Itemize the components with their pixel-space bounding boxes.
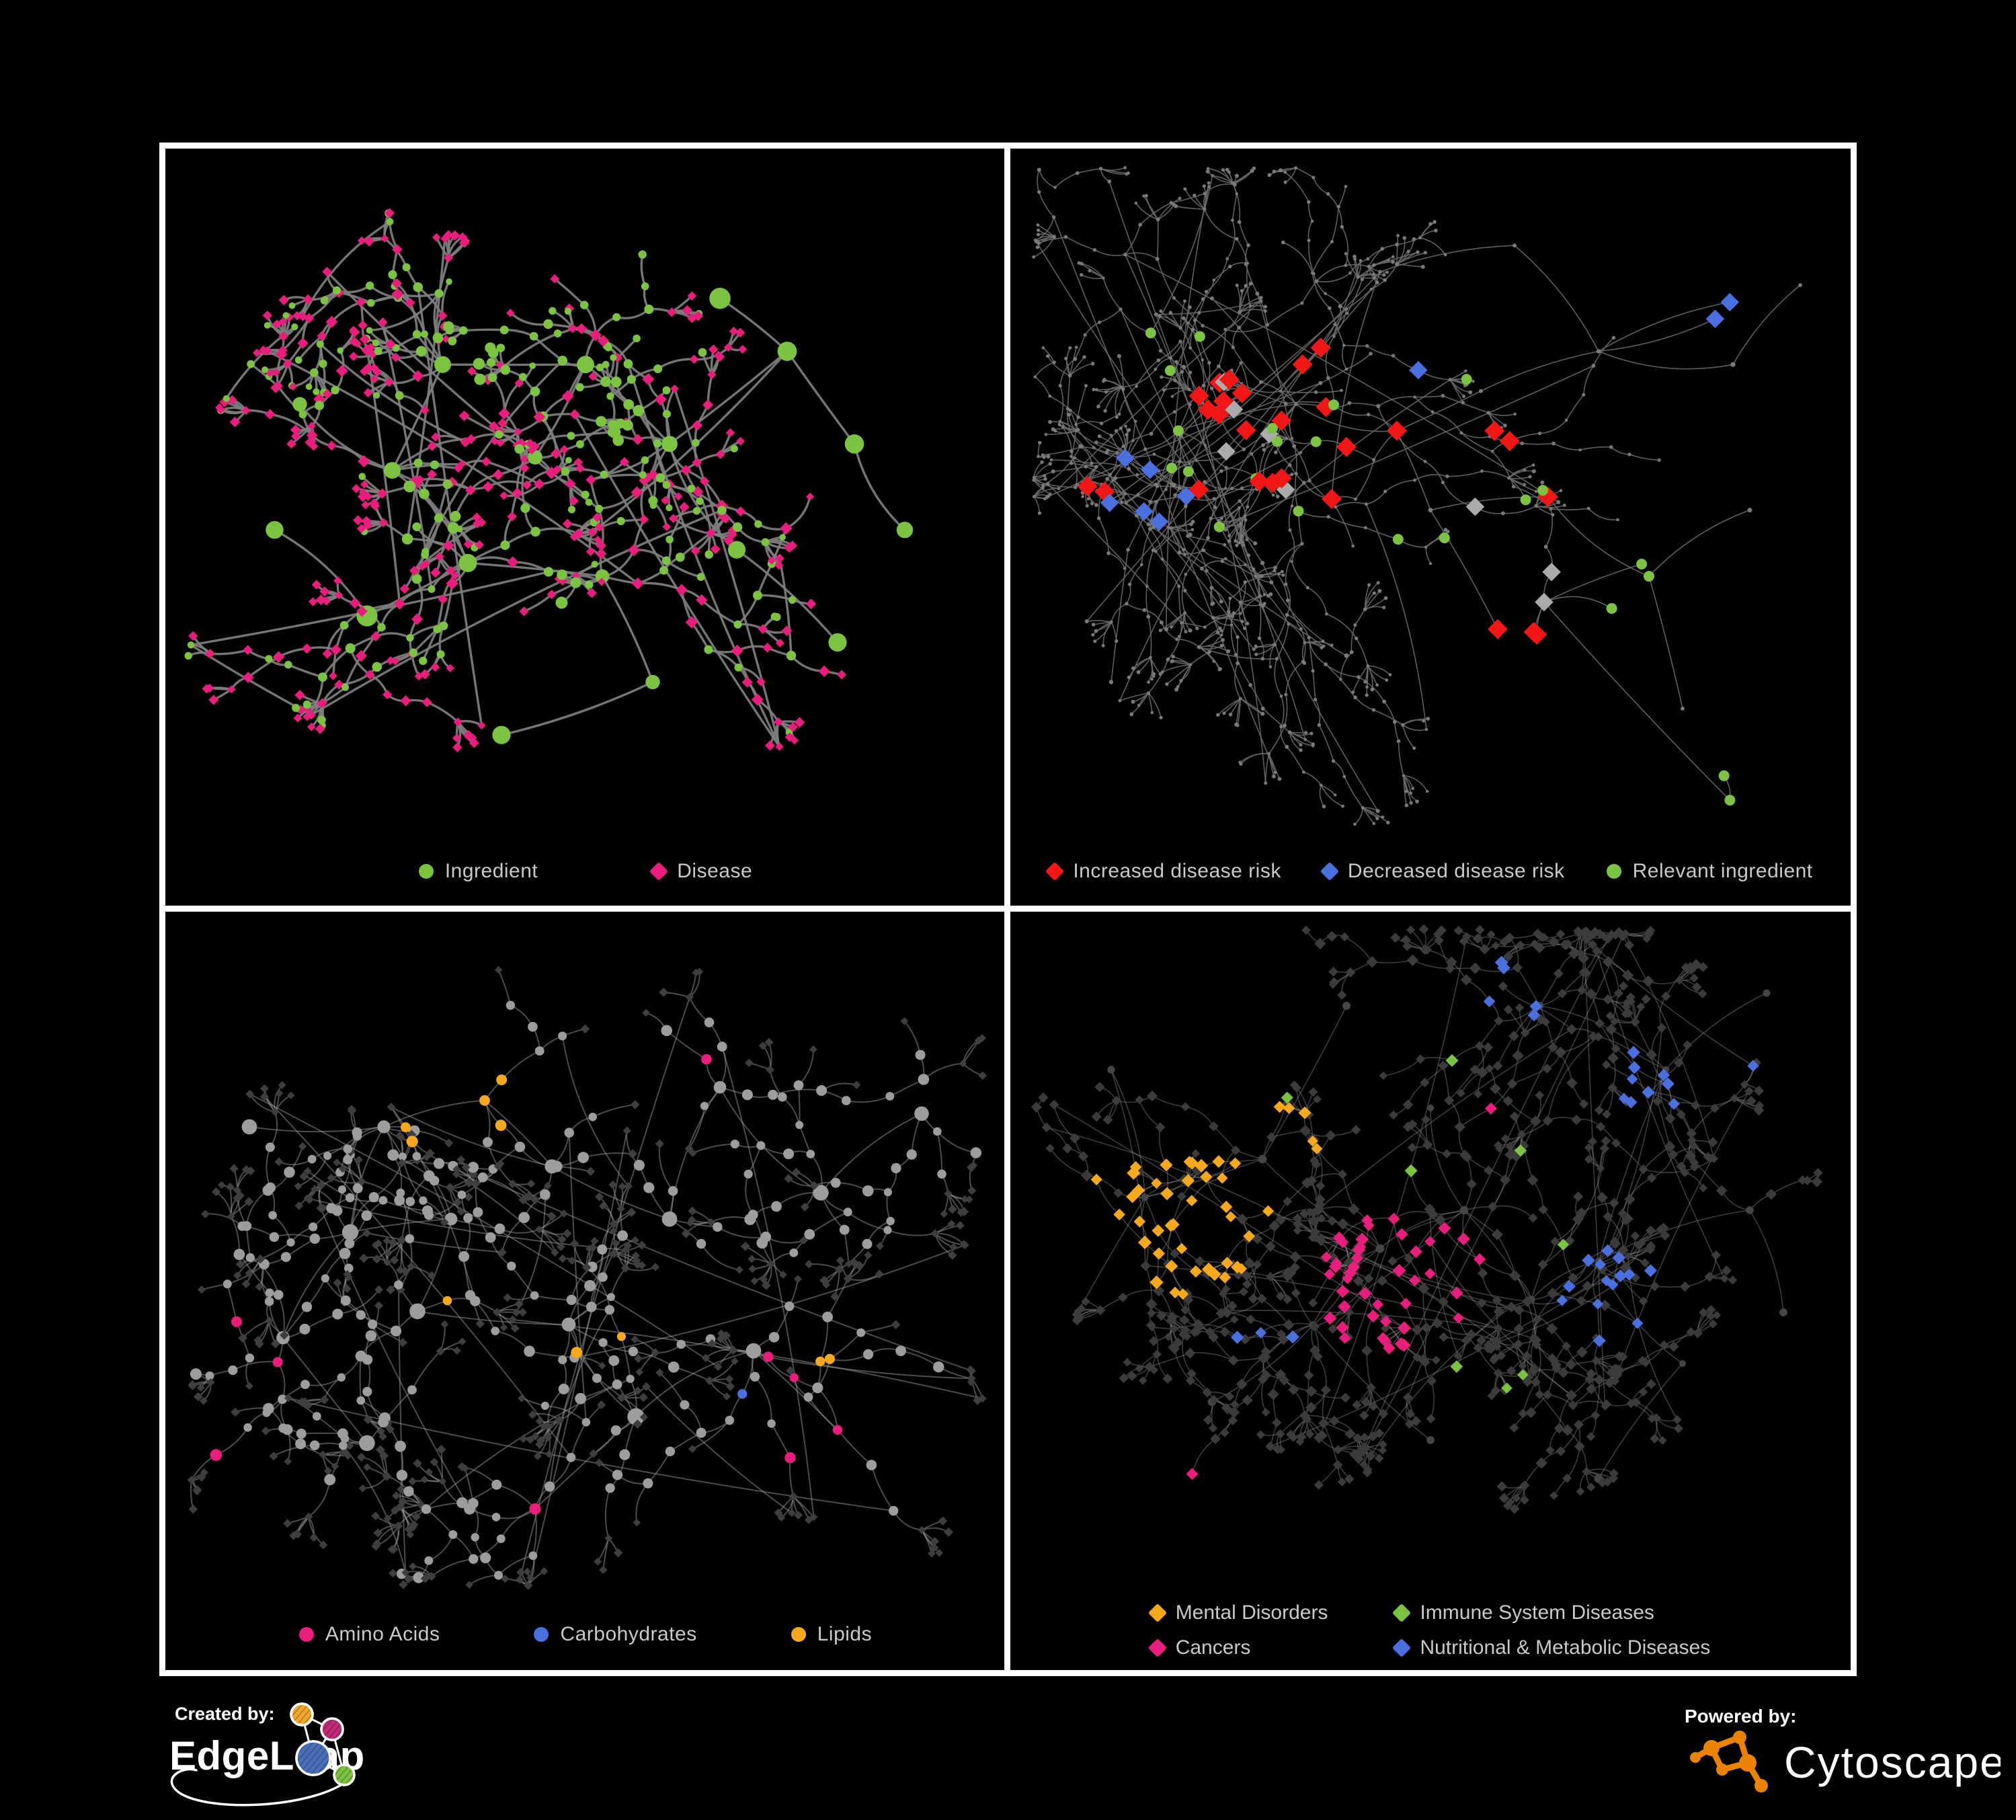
cytoscape-logo: Powered by: Cytoscape <box>1678 1694 2005 1812</box>
edgeleap-swoosh <box>170 1768 350 1807</box>
legend-disease-risk: Increased disease risk Decreased disease… <box>1010 860 1851 883</box>
legend-item-amino-acids: Amino Acids <box>298 1623 440 1646</box>
relevant-ingredient-marker-icon <box>1606 864 1621 879</box>
legend-item-carbohydrates: Carbohydrates <box>534 1623 696 1646</box>
legend-label: Increased disease risk <box>1073 860 1281 882</box>
panel-ingredient-disease: Ingredient Disease <box>159 143 1012 913</box>
legend-label: Ingredient <box>444 860 538 882</box>
decreased-risk-marker-icon <box>1320 861 1339 881</box>
legend-label: Amino Acids <box>325 1623 440 1645</box>
cytoscape-brand-text: Cytoscape <box>1784 1737 2001 1787</box>
legend-item-disease: Disease <box>649 860 753 883</box>
legend-item-lipids: Lipids <box>791 1623 872 1646</box>
legend-label: Mental Disorders <box>1175 1601 1328 1624</box>
legend-nutrient-categories: Amino Acids Carbohydrates Lipids <box>165 1623 1006 1646</box>
disease-risk-network-canvas <box>1032 166 1802 826</box>
immune-system-diseases-marker-icon <box>1392 1603 1412 1623</box>
increased-risk-marker-icon <box>1045 861 1065 881</box>
legend-label: Immune System Diseases <box>1420 1601 1654 1624</box>
legend-label: Carbohydrates <box>560 1623 697 1645</box>
mental-disorders-marker-icon <box>1147 1603 1167 1623</box>
ingredient-disease-network-canvas <box>184 208 914 752</box>
powered-by-label: Powered by: <box>1685 1706 1796 1727</box>
edgeleap-logo-graphic: Created by: EdgeLeap <box>169 1702 364 1807</box>
legend-item-mental-disorders: Mental Disorders <box>1147 1601 1328 1624</box>
created-by-label: Created by: <box>175 1704 275 1724</box>
legend-label: Lipids <box>817 1623 873 1645</box>
cytoscape-glyph-nodes <box>1690 1731 1768 1792</box>
legend-label: Cancers <box>1175 1636 1251 1659</box>
edgeleap-logo: Created by: EdgeLeap <box>159 1692 387 1819</box>
legend-label: Nutritional & Metabolic Diseases <box>1420 1636 1711 1659</box>
legend-ingredient-disease: Ingredient Disease <box>165 860 1006 883</box>
ingredient-marker-icon <box>418 864 434 879</box>
legend-item-decreased-risk: Decreased disease risk <box>1320 860 1565 883</box>
legend-item-increased-risk: Increased disease risk <box>1045 860 1281 883</box>
panel-disease-categories: Mental Disorders Immune System Diseases … <box>1004 906 1857 1676</box>
cytoscape-logo-graphic: Powered by: Cytoscape <box>1685 1706 2005 1792</box>
disease-marker-icon <box>649 861 669 881</box>
legend-label: Decreased disease risk <box>1347 860 1565 882</box>
legend-item-relevant-ingredient: Relevant ingredient <box>1606 860 1813 883</box>
nutrient-categories-network-canvas <box>187 965 987 1590</box>
panel-disease-risk: Increased disease risk Decreased disease… <box>1004 143 1857 913</box>
cancers-marker-icon <box>1147 1638 1167 1658</box>
legend-disease-categories: Mental Disorders Immune System Diseases … <box>1010 1601 1851 1659</box>
legend-item-nutritional-metabolic-diseases: Nutritional & Metabolic Diseases <box>1392 1636 1711 1659</box>
legend-item-cancers: Cancers <box>1147 1636 1251 1659</box>
disease-categories-network-canvas <box>1031 924 1823 1514</box>
legend-item-ingredient: Ingredient <box>418 860 538 883</box>
amino-acids-marker-icon <box>298 1627 314 1642</box>
edgeleap-glyph-nodes <box>290 1702 356 1786</box>
carbohydrates-marker-icon <box>534 1627 549 1642</box>
legend-label: Disease <box>677 860 753 882</box>
nutritional-metabolic-diseases-marker-icon <box>1392 1638 1412 1658</box>
lipids-marker-icon <box>791 1627 806 1642</box>
legend-item-immune-system-diseases: Immune System Diseases <box>1392 1601 1654 1624</box>
panel-nutrient-categories: Amino Acids Carbohydrates Lipids <box>159 906 1012 1676</box>
legend-label: Relevant ingredient <box>1632 860 1813 882</box>
